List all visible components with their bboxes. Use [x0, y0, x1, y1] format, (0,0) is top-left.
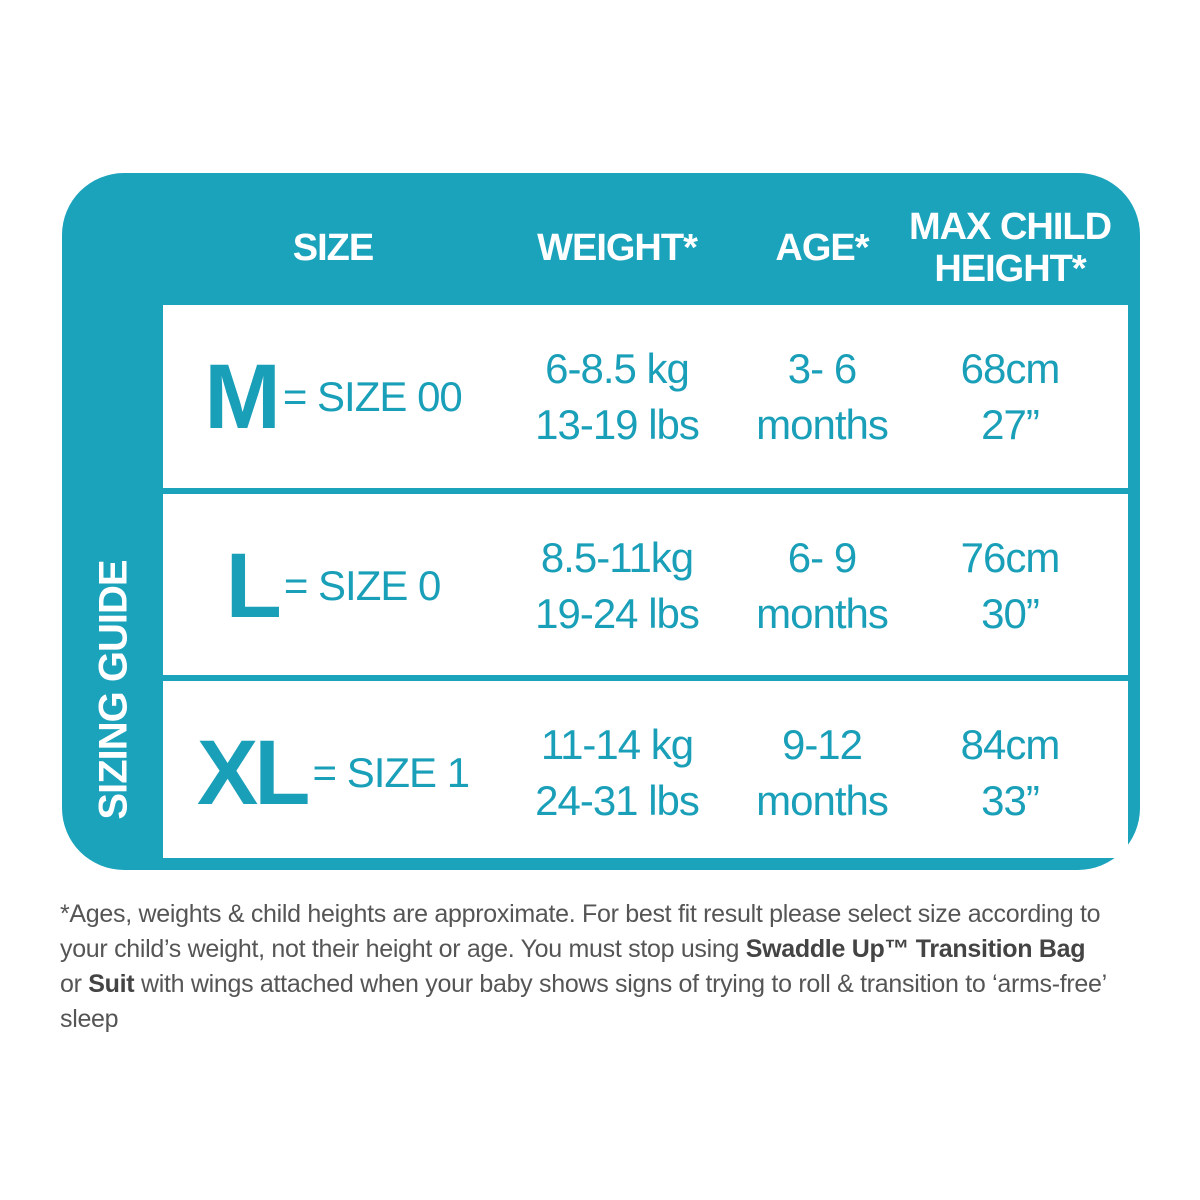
- age-line: 3- 6: [787, 344, 857, 392]
- height-cell: 68cm 27”: [960, 305, 1061, 488]
- age-line: 6- 9: [787, 533, 857, 581]
- size-letter: M: [204, 345, 281, 448]
- side-label: SIZING GUIDE: [91, 560, 136, 820]
- age-cell: 3- 6 months: [756, 305, 889, 488]
- weight-line: 11-14 kg: [540, 720, 694, 768]
- size-cell: M = SIZE 00: [204, 305, 463, 488]
- column-header: AGE*: [775, 227, 869, 269]
- height-line: 68cm: [960, 344, 1061, 392]
- row-separator: [163, 488, 1128, 494]
- column-header: WEIGHT*: [537, 227, 698, 269]
- age-cell: 6- 9 months: [756, 494, 889, 677]
- weight-line: 13-19 lbs: [535, 400, 700, 448]
- footnote-text: or: [60, 970, 89, 998]
- weight-line: 24-31 lbs: [535, 776, 700, 824]
- footnote-text: Suit: [88, 970, 135, 998]
- footnote-text: *Ages, weights & child heights are appro…: [60, 900, 1101, 963]
- size-text: = SIZE 00: [282, 372, 463, 420]
- weight-cell: 6-8.5 kg 13-19 lbs: [535, 305, 700, 488]
- age-cell: 9-12 months: [756, 681, 889, 864]
- height-cell: 84cm 33”: [960, 681, 1061, 864]
- height-line: 30”: [981, 589, 1040, 637]
- size-letter: XL: [196, 721, 311, 824]
- weight-cell: 11-14 kg 24-31 lbs: [535, 681, 700, 864]
- footnote-text: with wings attached when your baby shows…: [60, 970, 1106, 1033]
- footnote-text: Swaddle Up™ Transition Bag: [745, 935, 1086, 963]
- weight-line: 6-8.5 kg: [545, 344, 690, 392]
- weight-cell: 8.5-11kg 19-24 lbs: [535, 494, 700, 677]
- height-line: 33”: [981, 776, 1040, 824]
- height-line: 84cm: [960, 720, 1061, 768]
- age-line: months: [756, 776, 889, 824]
- size-text: = SIZE 1: [312, 748, 470, 796]
- height-cell: 76cm 30”: [960, 494, 1061, 677]
- age-line: 9-12: [781, 720, 863, 768]
- size-cell: XL = SIZE 1: [196, 681, 470, 864]
- weight-line: 8.5-11kg: [540, 533, 694, 581]
- weight-line: 19-24 lbs: [535, 589, 700, 637]
- size-letter: L: [225, 534, 282, 637]
- age-line: months: [756, 400, 889, 448]
- table-body: M = SIZE 00 6-8.5 kg 13-19 lbs 3- 6 months 68c…: [163, 305, 1128, 858]
- size-text: = SIZE 0: [283, 561, 442, 609]
- sizing-panel: SIZING GUIDE M = SIZE 00 6-8.5 kg 13-19 lbs…: [62, 173, 1140, 870]
- column-header: MAX CHILD HEIGHT*: [908, 206, 1112, 290]
- height-line: 27”: [981, 400, 1040, 448]
- age-line: months: [756, 589, 889, 637]
- size-cell: L = SIZE 0: [225, 494, 442, 677]
- height-line: 76cm: [960, 533, 1061, 581]
- row-separator: [163, 675, 1128, 681]
- footnote: *Ages, weights & child heights are appro…: [60, 897, 1110, 1037]
- column-header: SIZE: [292, 227, 374, 269]
